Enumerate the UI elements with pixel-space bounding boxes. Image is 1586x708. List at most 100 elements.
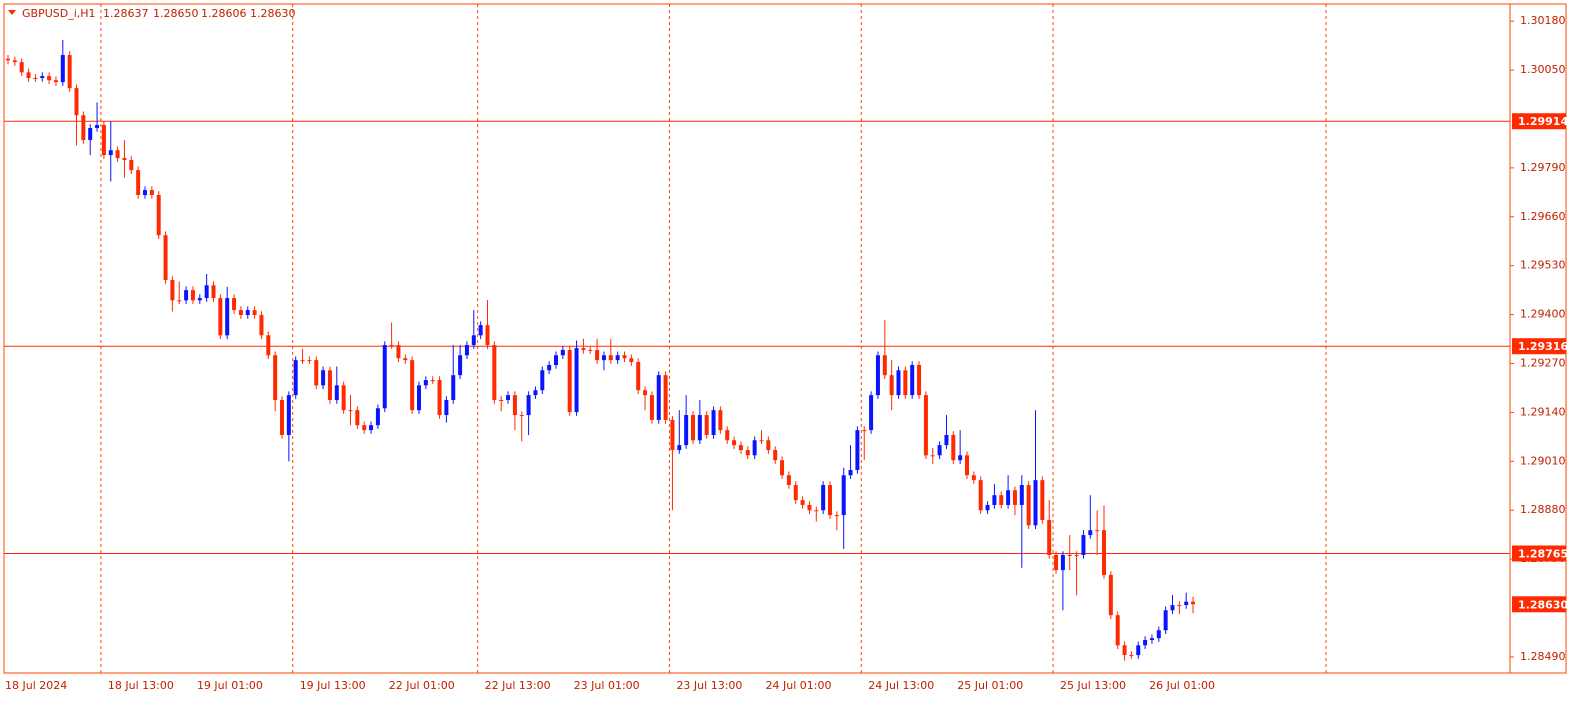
candle-body [410, 360, 415, 411]
candle-body [26, 72, 31, 78]
candle-body [259, 314, 264, 336]
x-tick-label: 23 Jul 01:00 [574, 679, 640, 692]
candle-body [1156, 630, 1161, 639]
candle-body [862, 430, 867, 432]
y-tick-label: 1.29660 [1520, 210, 1566, 223]
candle-body [423, 380, 428, 386]
candle-body [1149, 638, 1154, 641]
candle-body [1033, 480, 1038, 526]
header-low: 1.28606 [201, 7, 247, 20]
candle-body [314, 360, 319, 386]
candle-body [471, 335, 476, 346]
candle-body [177, 300, 182, 302]
candle-body [1019, 485, 1024, 505]
candle-body [280, 400, 284, 435]
candle-body [560, 349, 565, 356]
candle-body [588, 349, 593, 351]
candle-body [417, 385, 421, 411]
candle-body [1074, 555, 1079, 557]
candle-body [430, 380, 435, 382]
candle-body [33, 77, 38, 79]
candle-body [841, 475, 846, 516]
candle-body [910, 365, 915, 396]
candle-body [1177, 605, 1182, 607]
candle-body [512, 395, 517, 416]
candle-body [738, 445, 743, 451]
candle-body [485, 325, 490, 346]
candle-body [554, 355, 558, 366]
candle-body [1081, 535, 1086, 556]
candle-body [828, 485, 832, 516]
candle-body [1026, 485, 1031, 526]
candle-body [752, 440, 757, 456]
header-close: 1.28630 [250, 7, 296, 20]
candle-body [382, 345, 387, 409]
candle-body [6, 58, 10, 61]
candle-body [711, 410, 716, 435]
candle-body [1122, 645, 1127, 656]
header-symbol: GBPUSD_i,H1 [22, 7, 96, 20]
candle-body [1184, 601, 1189, 606]
candle-body [492, 345, 497, 401]
candle-body [601, 355, 606, 361]
candle-body [95, 125, 100, 129]
header-open: 1.28637 [103, 7, 149, 20]
candle-body [266, 335, 271, 356]
candle-body [1012, 490, 1017, 505]
x-tick-label: 23 Jul 13:00 [676, 679, 742, 692]
candle-body [348, 410, 353, 412]
candle-body [1088, 530, 1093, 536]
candle-body [218, 298, 223, 336]
candle-body [451, 375, 456, 401]
candle-body [1040, 480, 1045, 521]
candle-body [978, 480, 983, 511]
candle-body [478, 325, 483, 336]
candle-body [458, 355, 463, 376]
candle-body [327, 370, 332, 401]
candle-body [1095, 530, 1100, 532]
level-tag-box [1512, 113, 1566, 130]
candle-body [204, 285, 209, 299]
candle-body [115, 150, 120, 159]
candle-body [1136, 645, 1141, 656]
candle-body [965, 455, 969, 476]
candle-body [519, 415, 524, 417]
candle-body [882, 355, 887, 376]
candle-body [1170, 605, 1175, 611]
candle-body [396, 345, 401, 359]
candle-body [773, 450, 778, 461]
candle-body [643, 390, 648, 396]
candle-body [1143, 640, 1148, 646]
candle-body [375, 408, 380, 426]
level-tag-box [1512, 545, 1566, 562]
candle-body [211, 285, 216, 299]
x-tick-label: 22 Jul 13:00 [485, 679, 551, 692]
candle-body [677, 445, 682, 451]
candle-body [800, 500, 805, 505]
candle-body [184, 290, 189, 301]
candle-body [225, 298, 230, 336]
candle-body [958, 455, 963, 461]
candle-body [499, 400, 504, 402]
candle-body [129, 159, 134, 171]
candle-body [821, 485, 826, 511]
header-high: 1.28650 [153, 7, 199, 20]
candle-body [814, 510, 819, 512]
candle-body [567, 349, 572, 413]
candle-body [53, 80, 58, 83]
y-tick-label: 1.30050 [1520, 63, 1566, 76]
candle-body [547, 365, 552, 371]
candle-body [875, 355, 880, 396]
candle-body [691, 415, 695, 441]
candle-body [937, 445, 942, 456]
candle-body [697, 415, 702, 441]
candle-body [238, 310, 243, 315]
candle-body [930, 455, 935, 457]
candle-body [81, 115, 86, 141]
candle-body [896, 370, 901, 396]
price-tag-box [1512, 596, 1566, 613]
candle-body [574, 348, 579, 413]
candle-body [999, 495, 1004, 505]
candle-body [807, 504, 812, 511]
